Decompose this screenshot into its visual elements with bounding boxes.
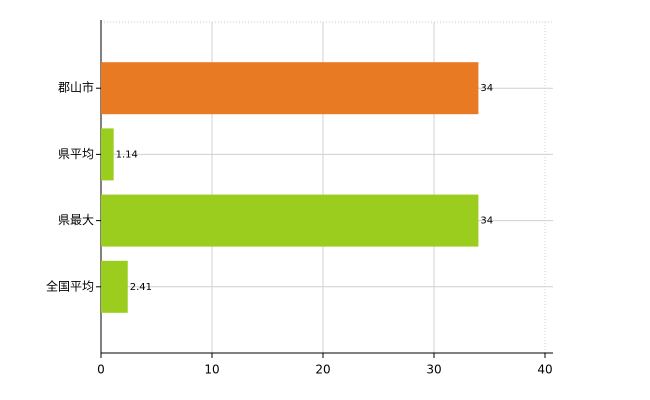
x-tick-label: 30 <box>426 363 441 377</box>
bar <box>101 260 128 313</box>
value-label: 34 <box>480 83 493 94</box>
value-label: 2.41 <box>130 282 152 293</box>
x-tick-label: 10 <box>204 363 219 377</box>
x-tick-label: 0 <box>97 363 105 377</box>
bar <box>101 194 479 247</box>
x-tick-label: 40 <box>537 363 552 377</box>
bar <box>101 128 114 181</box>
y-tick-label: 県平均 <box>58 147 94 161</box>
y-tick-label: 全国平均 <box>46 278 94 293</box>
bar <box>101 62 479 115</box>
y-tick-label: 県最大 <box>58 213 94 227</box>
value-label: 1.14 <box>116 149 138 160</box>
x-tick-label: 20 <box>315 363 330 377</box>
value-label: 34 <box>480 216 493 227</box>
y-tick-label: 郡山市 <box>58 80 94 95</box>
